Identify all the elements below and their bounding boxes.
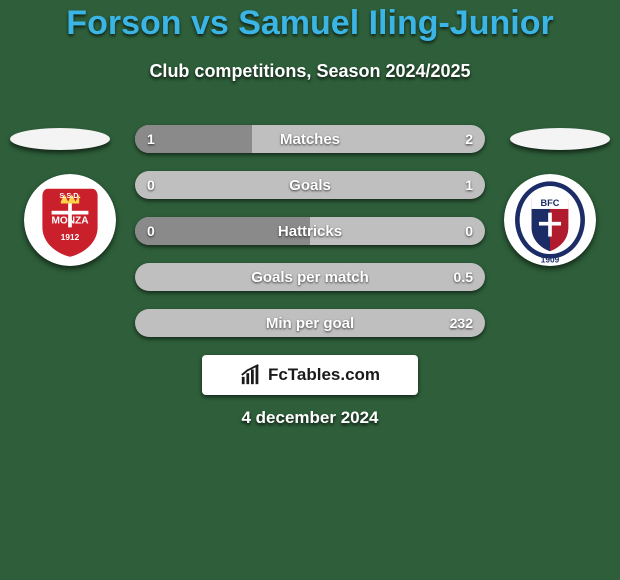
- stat-right-value: 1: [465, 171, 473, 199]
- stat-row: 0Hattricks0: [135, 217, 485, 245]
- date-text: 4 december 2024: [0, 408, 620, 428]
- comparison-card: Forson vs Samuel Iling-Junior Club compe…: [0, 0, 620, 580]
- player-left-marker: [10, 128, 110, 150]
- svg-text:MONZA: MONZA: [51, 216, 89, 227]
- stat-bars: 1Matches20Goals10Hattricks0Goals per mat…: [135, 125, 485, 355]
- player-right-marker: [510, 128, 610, 150]
- stat-row: Min per goal232: [135, 309, 485, 337]
- stat-right-value: 0: [465, 217, 473, 245]
- stat-label: Hattricks: [135, 217, 485, 245]
- stat-right-value: 232: [450, 309, 473, 337]
- bologna-crest-icon: BFC 1909: [504, 174, 596, 266]
- stat-label: Goals per match: [135, 263, 485, 291]
- svg-text:1909: 1909: [541, 255, 560, 264]
- stat-row: 1Matches2: [135, 125, 485, 153]
- svg-text:1912: 1912: [61, 233, 80, 242]
- stat-label: Min per goal: [135, 309, 485, 337]
- stat-label: Matches: [135, 125, 485, 153]
- watermark-text: FcTables.com: [268, 365, 380, 385]
- chart-icon: [240, 364, 262, 386]
- svg-text:S.S.D.: S.S.D.: [59, 191, 80, 200]
- stat-right-value: 0.5: [454, 263, 473, 291]
- club-crest-right: BFC 1909: [504, 174, 596, 266]
- club-crest-left: S.S.D. MONZA 1912: [24, 174, 116, 266]
- watermark: FcTables.com: [202, 355, 418, 395]
- svg-text:BFC: BFC: [541, 198, 560, 208]
- page-title: Forson vs Samuel Iling-Junior: [0, 4, 620, 43]
- monza-crest-icon: S.S.D. MONZA 1912: [24, 174, 116, 266]
- stat-right-value: 2: [465, 125, 473, 153]
- stat-row: Goals per match0.5: [135, 263, 485, 291]
- subtitle: Club competitions, Season 2024/2025: [0, 61, 620, 82]
- stat-label: Goals: [135, 171, 485, 199]
- stat-row: 0Goals1: [135, 171, 485, 199]
